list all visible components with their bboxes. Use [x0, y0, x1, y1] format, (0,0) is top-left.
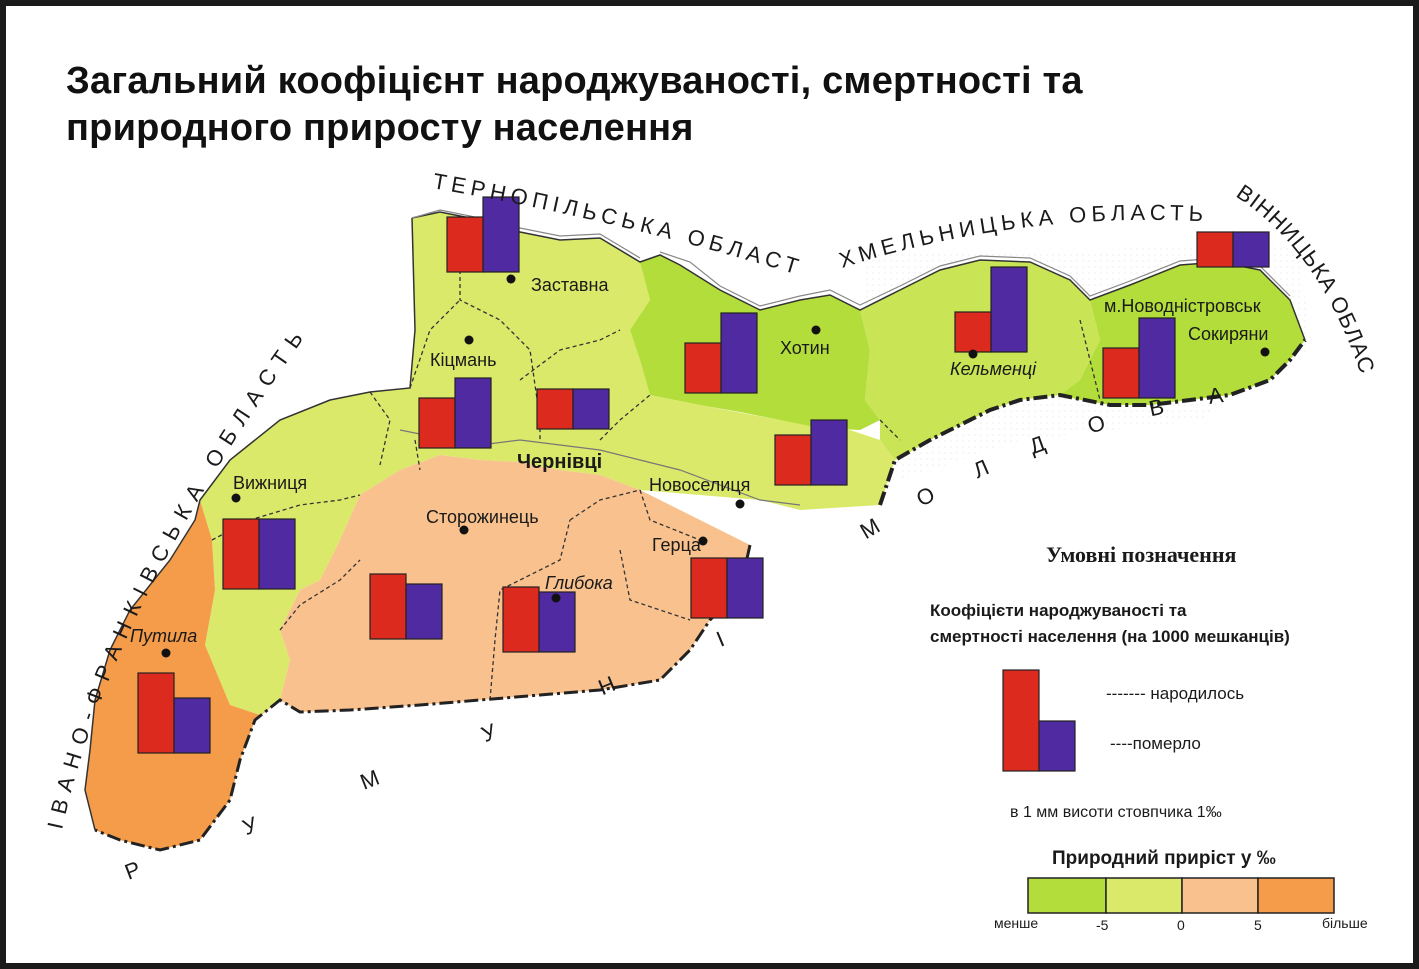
died-bar-11	[726, 557, 764, 619]
legend-died-label: ----померло	[1110, 734, 1201, 753]
born-bar-3	[684, 342, 722, 394]
map-title: Загальний коофіцієнт народжуваності, сме…	[66, 58, 1316, 152]
born-bar-7	[774, 434, 812, 486]
died-bar-5	[1138, 317, 1176, 399]
legend-born-bar	[1002, 669, 1040, 772]
city-label-vyzhnytsia: Вижниця	[233, 473, 307, 493]
city-label-khotyn: Хотин	[780, 338, 830, 358]
city-dot-putyla	[161, 648, 171, 658]
scale-label-less: менше	[994, 915, 1039, 931]
city-dot-sokyriany	[1260, 347, 1270, 357]
city-label-sokyriany: Сокиряни	[1188, 324, 1269, 344]
scale-lt-minus5	[1027, 877, 1107, 914]
zone-minus5-0-west	[200, 212, 895, 715]
title-line-1: Загальний коофіцієнт народжуваності, сме…	[66, 60, 1083, 102]
city-dot-novoselytsia	[735, 499, 745, 509]
scale-minus5-0	[1105, 877, 1183, 914]
zone-0-5-south	[280, 455, 750, 712]
zone-minus5-0-kelmentsi	[860, 260, 1100, 460]
legend-scale-note: в 1 мм висоти стовпчика 1‰	[1010, 804, 1222, 821]
born-bar-11	[690, 557, 728, 619]
city-label-hlyboka: Глибока	[545, 573, 613, 593]
city-dot-storozhynets	[459, 525, 469, 535]
city-dot-hertsa	[698, 536, 708, 546]
city-dot-vyzhnytsia	[231, 493, 241, 503]
legend-subtitle: Коофіцієти народжуваності та смертності …	[930, 598, 1290, 650]
died-bar-12	[173, 697, 211, 754]
city-label-kitsman: Кіцмань	[430, 350, 497, 370]
died-bar-0	[482, 196, 520, 273]
city-dot-khotyn	[811, 325, 821, 335]
state-border-south	[94, 544, 752, 852]
city-dot-zastavna	[506, 274, 516, 284]
scale-0-5	[1181, 877, 1259, 914]
zone-gt-5-putyla	[85, 500, 280, 850]
city-label-novoselytsia: Новоселиця	[649, 475, 750, 495]
born-bar-12	[137, 672, 175, 754]
city-dot-hlyboka	[551, 593, 561, 603]
born-bar-9	[369, 573, 407, 640]
scale-label-minus5: -5	[1096, 917, 1109, 933]
scale-label-5: 5	[1254, 917, 1262, 933]
born-bar-0	[446, 216, 484, 273]
legend-born-label: ------- народилось	[1106, 684, 1245, 703]
legend-symbol	[1002, 669, 1076, 772]
died-bar-2	[572, 388, 610, 430]
city-label-zastavna: Заставна	[531, 275, 609, 295]
legend-subtitle-line-2: смертності населення (на 1000 мешканців)	[930, 627, 1290, 646]
died-bar-9	[405, 583, 443, 640]
neighbor-ternopil: ТЕРНОПІЛЬСЬКА ОБЛАСТЬ	[0, 0, 806, 280]
city-label-putyla: Путила	[130, 626, 197, 646]
state-border	[878, 338, 1307, 506]
city-dot-kelmentsi	[968, 349, 978, 359]
dniester-river	[411, 209, 1291, 307]
died-bar-8	[258, 518, 296, 590]
region-outline	[84, 211, 1306, 831]
died-bar-1	[454, 377, 492, 449]
district-diagrams	[137, 196, 1270, 754]
died-bar-4	[990, 266, 1028, 353]
born-bar-6	[1196, 231, 1234, 268]
city-label-novodnistrovsk: м.Новодністровськ	[1104, 296, 1261, 316]
city-dots	[161, 274, 1270, 658]
born-bar-8	[222, 518, 260, 590]
city-label-hertsa: Герца	[652, 535, 702, 555]
born-bar-5	[1102, 347, 1140, 399]
died-bar-7	[810, 419, 848, 486]
died-bar-3	[720, 312, 758, 394]
born-bar-1	[418, 397, 456, 449]
city-label-kelmentsi: Кельменці	[950, 359, 1037, 379]
born-bar-4	[954, 311, 992, 353]
scale-label-more: більше	[1322, 915, 1368, 931]
legend-died-bar	[1038, 720, 1076, 772]
legend-subtitle-line-1: Коофіцієти народжуваності та	[930, 601, 1187, 620]
scale-gt-5	[1257, 877, 1335, 914]
legend-title: Умовні позначення	[1046, 542, 1237, 567]
title-line-2: природного приросту населення	[66, 107, 694, 149]
city-label-storozhynets: Сторожинець	[426, 507, 539, 527]
scale-label-zero: 0	[1177, 917, 1185, 933]
born-bar-10	[502, 586, 540, 653]
city-dot-kitsman	[464, 335, 474, 345]
died-bar-6	[1232, 231, 1270, 268]
born-bar-2	[536, 388, 574, 430]
city-label-chernivtsi: Чернівці	[517, 451, 602, 473]
legend-growth-title: Природний приріст у ‰	[1052, 848, 1276, 869]
growth-scale	[1027, 877, 1335, 914]
